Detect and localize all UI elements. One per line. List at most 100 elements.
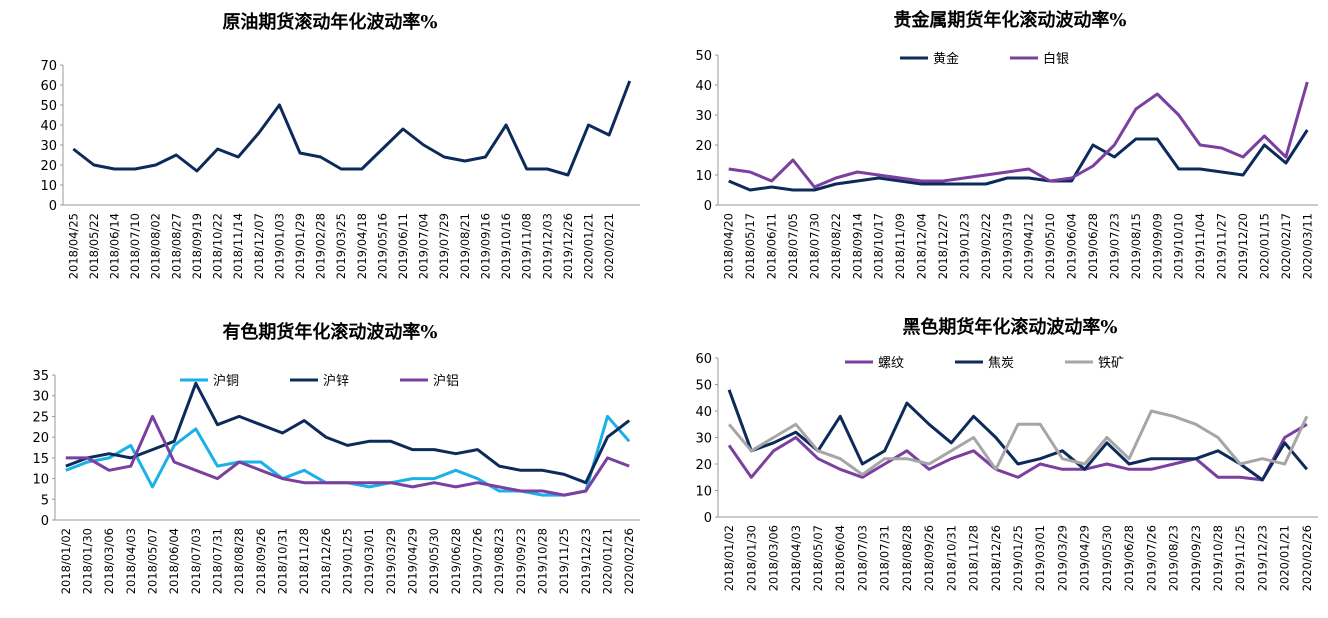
x-tick-label: 2018/07/10 xyxy=(128,213,142,279)
x-tick-label: 2019/08/23 xyxy=(492,528,506,594)
x-tick-label: 2018/12/26 xyxy=(319,528,333,594)
x-tick-label: 2019/08/21 xyxy=(458,213,472,279)
x-tick-label: 2018/01/02 xyxy=(722,525,736,591)
x-tick-label: 2018/08/27 xyxy=(169,213,183,279)
x-tick-label: 2019/04/29 xyxy=(406,528,420,594)
x-tick-label: 2019/10/10 xyxy=(1172,213,1186,279)
chart-title: 原油期货滚动年化波动率% xyxy=(222,11,437,33)
y-tick-label: 0 xyxy=(49,199,57,214)
x-tick-label: 2019/06/28 xyxy=(449,528,463,594)
x-tick-label: 2019/05/30 xyxy=(1100,525,1114,591)
x-tick-label: 2019/12/23 xyxy=(579,528,593,594)
x-tick-label: 2019/05/30 xyxy=(427,528,441,594)
x-tick-label: 2018/12/07 xyxy=(252,213,266,279)
y-tick-label: 20 xyxy=(32,431,49,446)
x-tick-label: 2019/10/16 xyxy=(499,213,513,279)
y-tick-label: 40 xyxy=(40,119,57,134)
series-line xyxy=(728,129,1309,192)
y-tick-label: 10 xyxy=(695,169,712,184)
x-tick-label: 2018/08/02 xyxy=(149,213,163,279)
x-tick-label: 2018/07/03 xyxy=(855,525,869,591)
x-tick-label: 2018/09/26 xyxy=(922,525,936,591)
x-tick-label: 2018/04/03 xyxy=(789,525,803,591)
x-tick-label: 2018/07/03 xyxy=(189,528,203,594)
y-tick-label: 50 xyxy=(40,99,57,114)
chart-title: 黑色期货年化滚动波动率% xyxy=(902,316,1117,338)
x-tick-label: 2019/07/26 xyxy=(1144,525,1158,591)
x-tick-label: 2020/02/26 xyxy=(622,528,636,594)
y-tick-label: 60 xyxy=(695,352,712,367)
legend-label: 沪铜 xyxy=(213,373,239,389)
series-line xyxy=(727,409,1309,477)
x-tick-label: 2018/01/02 xyxy=(59,528,73,594)
x-tick-label: 2018/12/26 xyxy=(989,525,1003,591)
x-tick-label: 2019/04/29 xyxy=(1078,525,1092,591)
x-tick-label: 2018/05/17 xyxy=(743,213,757,279)
legend-label: 焦炭 xyxy=(988,356,1014,371)
x-tick-label: 2018/04/25 xyxy=(66,213,80,279)
y-tick-label: 30 xyxy=(32,390,49,405)
x-tick-label: 2018/09/14 xyxy=(850,213,864,279)
x-tick-label: 2019/09/23 xyxy=(514,528,528,594)
legend-label: 沪铝 xyxy=(433,373,459,389)
x-tick-label: 2019/03/01 xyxy=(1033,525,1047,591)
x-tick-label: 2019/01/03 xyxy=(272,213,286,279)
x-tick-label: 2018/11/09 xyxy=(893,213,907,279)
x-tick-label: 2018/05/07 xyxy=(146,528,160,594)
x-tick-label: 2018/12/04 xyxy=(915,213,929,279)
x-tick-label: 2018/11/28 xyxy=(967,525,981,591)
y-tick-label: 50 xyxy=(695,49,712,64)
x-tick-label: 2018/10/17 xyxy=(872,213,886,279)
x-tick-label: 2018/07/05 xyxy=(786,213,800,279)
x-tick-label: 2018/07/30 xyxy=(807,213,821,279)
x-tick-label: 2019/12/20 xyxy=(1236,213,1250,279)
x-tick-label: 2018/09/26 xyxy=(254,528,268,594)
x-tick-label: 2019/11/27 xyxy=(1215,213,1229,279)
y-tick-label: 30 xyxy=(695,109,712,124)
y-tick-label: 0 xyxy=(41,514,49,529)
x-tick-label: 2018/08/28 xyxy=(232,528,246,594)
x-tick-label: 2019/11/25 xyxy=(557,528,571,594)
legend-label: 铁矿 xyxy=(1098,356,1124,371)
x-tick-label: 2019/04/12 xyxy=(1022,213,1036,279)
x-tick-label: 2019/01/29 xyxy=(293,213,307,279)
x-tick-label: 2019/05/10 xyxy=(1043,213,1057,279)
x-tick-label: 2018/08/22 xyxy=(829,213,843,279)
x-tick-label: 2019/11/08 xyxy=(520,213,534,279)
y-tick-label: 20 xyxy=(695,139,712,154)
x-tick-label: 2018/06/04 xyxy=(167,528,181,594)
x-tick-label: 2019/07/26 xyxy=(471,528,485,594)
x-tick-label: 2018/07/31 xyxy=(211,528,225,594)
legend-label: 螺纹 xyxy=(878,356,904,371)
x-tick-label: 2018/01/30 xyxy=(744,525,758,591)
legend-label: 白银 xyxy=(1043,51,1069,67)
series-line xyxy=(65,381,631,485)
x-tick-label: 2019/03/01 xyxy=(362,528,376,594)
y-tick-label: 70 xyxy=(40,59,57,74)
x-tick-label: 2019/10/28 xyxy=(536,528,550,594)
x-tick-label: 2019/02/22 xyxy=(979,213,993,279)
x-tick-label: 2018/06/11 xyxy=(765,213,779,279)
series-line xyxy=(727,423,1308,482)
x-tick-label: 2018/06/04 xyxy=(833,525,847,591)
x-tick-label: 2018/09/19 xyxy=(190,213,204,279)
legend-label: 沪锌 xyxy=(323,373,349,389)
x-tick-label: 2019/02/28 xyxy=(314,213,328,279)
series-line xyxy=(65,414,630,497)
x-tick-label: 2019/06/04 xyxy=(1065,213,1079,279)
series-line xyxy=(72,80,632,177)
x-tick-label: 2019/09/23 xyxy=(1189,525,1203,591)
x-tick-label: 2019/09/09 xyxy=(1150,213,1164,279)
x-tick-label: 2020/02/17 xyxy=(1279,213,1293,279)
x-tick-label: 2018/05/22 xyxy=(87,213,101,279)
x-tick-label: 2019/06/11 xyxy=(396,213,410,279)
y-tick-label: 40 xyxy=(695,79,712,94)
x-tick-label: 2020/01/21 xyxy=(581,213,595,279)
y-tick-label: 40 xyxy=(695,405,712,420)
x-tick-label: 2020/01/21 xyxy=(601,528,615,594)
x-tick-label: 2018/11/28 xyxy=(297,528,311,594)
x-tick-label: 2019/09/16 xyxy=(478,213,492,279)
y-tick-label: 60 xyxy=(40,79,57,94)
x-tick-label: 2018/03/06 xyxy=(767,525,781,591)
